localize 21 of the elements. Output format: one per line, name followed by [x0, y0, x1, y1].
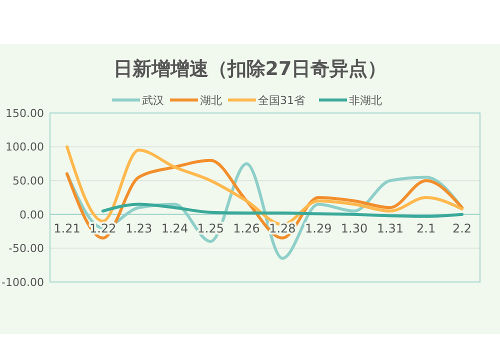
y-tick-label: -50.00: [8, 242, 44, 256]
x-tick-label: 2.2: [452, 221, 472, 236]
x-tick-label: 1.23: [125, 221, 152, 236]
x-tick-label: 1.21: [54, 221, 80, 236]
legend-label: 武汉: [142, 94, 164, 107]
y-tick-label: 150.00: [6, 106, 44, 120]
y-tick-label: 100.00: [6, 140, 44, 154]
x-tick-label: 2.1: [416, 221, 436, 236]
line-series: [101, 202, 464, 218]
x-tick-label: 1.30: [340, 221, 368, 236]
x-tick-label: 1.29: [305, 221, 332, 236]
legend-label: 非湖北: [349, 94, 382, 107]
chart-title: 日新增增速（扣除27日奇异点）: [113, 58, 387, 80]
y-tick-label: 50.00: [12, 174, 44, 188]
y-tick-label: -100.00: [2, 276, 44, 289]
y-tick-label: 0.00: [20, 208, 44, 222]
x-tick-label: 1.26: [233, 221, 260, 236]
x-tick-label: 1.24: [161, 221, 188, 236]
legend-label: 湖北: [200, 94, 222, 107]
legend-label: 全国31省: [258, 94, 305, 107]
x-tick-label: 1.31: [376, 221, 404, 236]
